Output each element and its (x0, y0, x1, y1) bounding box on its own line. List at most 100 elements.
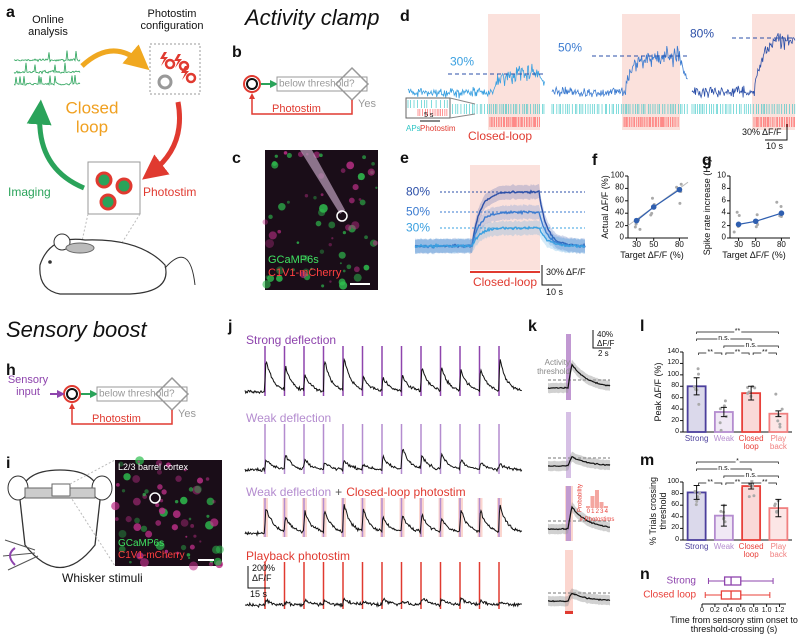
trial-dot (719, 509, 723, 513)
blob (192, 485, 202, 495)
target-cell (157, 74, 173, 90)
section-title: Activity clamp (245, 5, 380, 30)
error-band (415, 204, 585, 255)
error-band (548, 588, 610, 607)
blob (321, 284, 325, 288)
feedback-loop (249, 93, 353, 115)
trial-dot (732, 230, 736, 234)
blob (123, 473, 131, 481)
blob (174, 499, 179, 504)
mouse-eye (48, 260, 52, 264)
blob (196, 477, 204, 484)
blob (121, 489, 126, 493)
hist-bar (595, 490, 599, 508)
axis-label: Target ΔF/F (%) (620, 250, 684, 260)
trial-dot (695, 499, 699, 503)
scale-label: 30% ΔF/F (742, 127, 782, 137)
x-tick-label: 30 (632, 240, 642, 249)
blob (180, 496, 188, 505)
label: Activity threshold (537, 358, 570, 376)
sig-label: * (735, 458, 740, 466)
panel-letter: a (6, 4, 15, 21)
loop-arrow (26, 99, 85, 191)
point (676, 186, 683, 193)
scale-label: 10 s (766, 141, 784, 151)
trial-dot (718, 421, 722, 425)
x-tick-label: 0.2 (710, 607, 720, 614)
blob (328, 221, 336, 229)
target-label: 80% (689, 26, 715, 41)
y-tick-label: 0 (721, 232, 726, 242)
blob (118, 545, 126, 553)
trial-dot (751, 484, 755, 488)
trial-dot (723, 399, 727, 403)
y-tick-label: 140 (667, 348, 679, 356)
axis (627, 176, 688, 239)
leader-line (449, 97, 476, 119)
blob (268, 214, 273, 220)
axis-label: Probability (577, 483, 584, 513)
trial-dot (773, 504, 777, 508)
scale-label: 200% ΔF/F (252, 563, 276, 583)
mouse-ear (53, 233, 71, 251)
axis-label: # Photostims (579, 517, 615, 523)
x-tick-label: 50 (751, 240, 761, 249)
panel-letter: i (6, 455, 11, 472)
blob (188, 487, 194, 492)
blob (134, 517, 140, 524)
trial-dot (633, 225, 637, 229)
sig-label: ** (706, 349, 714, 357)
x-tick-label: Play back (769, 434, 787, 451)
blob (371, 161, 375, 166)
point (633, 217, 640, 224)
hist-bar (586, 506, 590, 508)
blob (338, 251, 346, 259)
panel-letter: e (400, 150, 409, 167)
trial-dot (747, 390, 751, 394)
blob (118, 461, 124, 467)
activity-trace (13, 62, 81, 75)
blob (262, 219, 268, 225)
label-part: Weak deflection (246, 485, 332, 499)
axis-label: Actual ΔF/F (%) (600, 175, 611, 239)
trial-dot (719, 428, 723, 432)
blob (129, 560, 132, 564)
window (51, 483, 71, 497)
y-tick-label: 40 (671, 405, 679, 413)
x-tick-label: 30 (734, 240, 744, 249)
label: Whisker stimuli (62, 571, 143, 585)
blob (133, 523, 142, 531)
leader-line (69, 459, 116, 567)
scale-bar (541, 265, 562, 286)
section-title: Sensory boost (6, 317, 147, 342)
pipette (300, 150, 345, 214)
x-tick-label: 80 (674, 240, 684, 249)
blob (125, 516, 132, 523)
blob (345, 224, 352, 231)
activity-trace (244, 504, 523, 537)
label: Photostim (143, 185, 197, 199)
blob (132, 497, 141, 506)
label-part: Closed-loop photostim (346, 485, 466, 499)
sig-label: n.s. (717, 335, 731, 343)
scale-bar (592, 330, 611, 349)
stimulator (9, 547, 16, 566)
tick-label: 0 (586, 509, 590, 515)
hist-bar (599, 502, 604, 508)
mean-line (738, 212, 782, 225)
stim-marker (565, 611, 573, 614)
blob (188, 517, 192, 521)
blob (206, 514, 210, 518)
error-bar (693, 484, 700, 500)
mean-trace (547, 363, 611, 390)
label: Yes (358, 97, 376, 110)
loop-arrow (80, 44, 150, 71)
blob (190, 524, 195, 528)
trial-dot (755, 213, 759, 217)
label: Photostim (420, 124, 456, 133)
y-tick-label: 20 (615, 220, 624, 230)
x-tick-label: Weak (713, 542, 735, 551)
sig-label: ** (761, 349, 769, 357)
trial-dot (778, 425, 782, 429)
panel-letter: l (640, 318, 645, 335)
